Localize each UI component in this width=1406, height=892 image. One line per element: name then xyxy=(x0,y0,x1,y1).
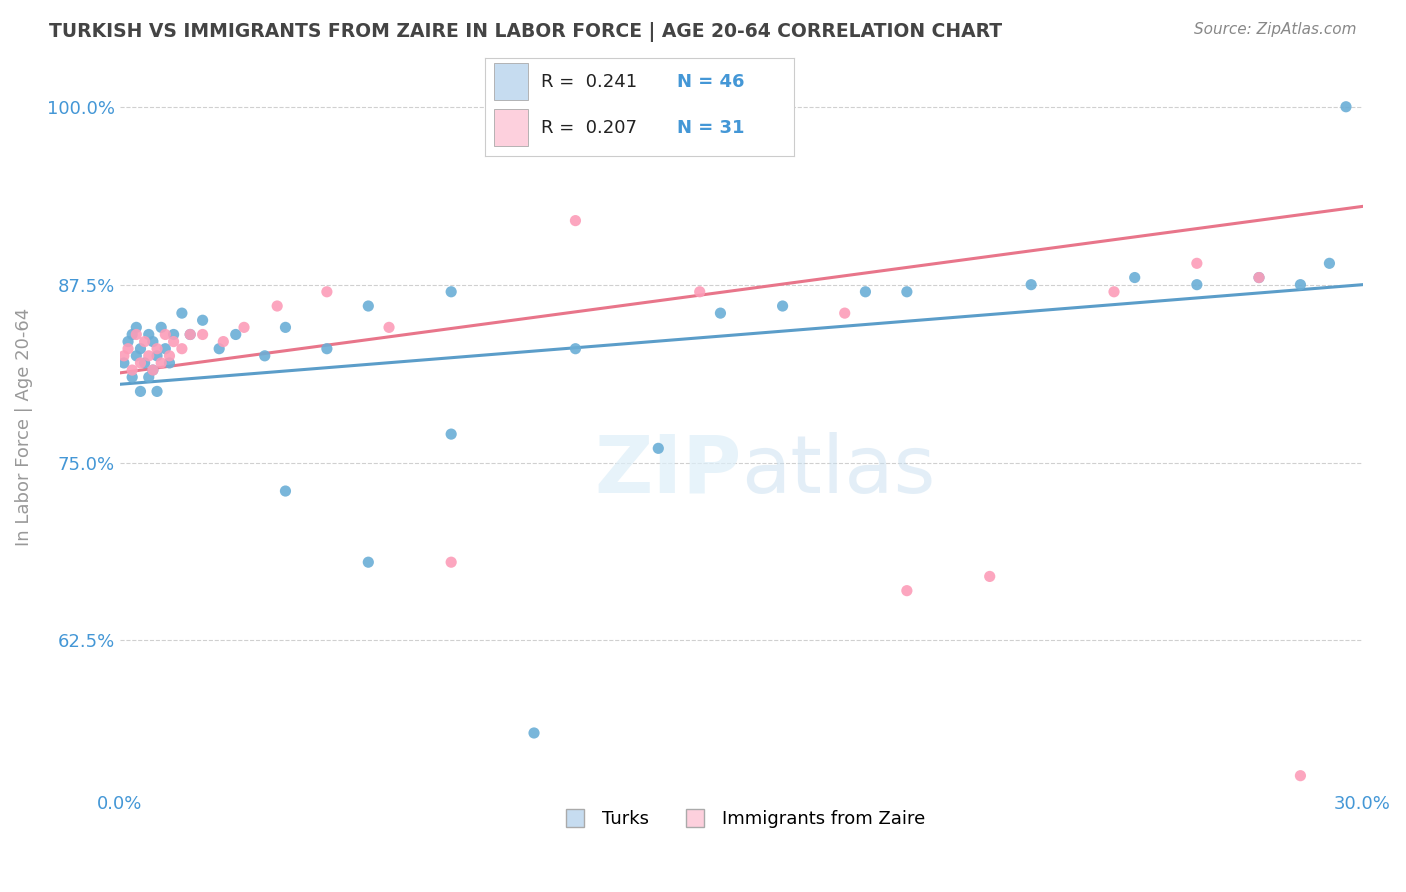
Point xyxy=(138,370,160,384)
Point xyxy=(179,327,201,342)
Text: N = 31: N = 31 xyxy=(676,119,744,136)
Point xyxy=(150,320,173,334)
Point xyxy=(146,342,169,356)
Point xyxy=(191,327,214,342)
Point xyxy=(117,334,139,349)
Text: atlas: atlas xyxy=(741,432,935,509)
Point xyxy=(233,320,256,334)
Point xyxy=(647,442,669,456)
Point xyxy=(1019,277,1042,292)
Point xyxy=(170,342,193,356)
Point xyxy=(1247,270,1270,285)
Point xyxy=(112,349,135,363)
Point xyxy=(834,306,856,320)
Point xyxy=(155,327,177,342)
Text: ZIP: ZIP xyxy=(593,432,741,509)
Point xyxy=(134,334,156,349)
Point xyxy=(146,384,169,399)
Point xyxy=(170,306,193,320)
Legend: Turks, Immigrants from Zaire: Turks, Immigrants from Zaire xyxy=(550,803,932,835)
Point xyxy=(142,363,165,377)
Point xyxy=(440,285,463,299)
Point xyxy=(150,356,173,370)
Point xyxy=(1334,100,1357,114)
Point xyxy=(129,384,152,399)
Point xyxy=(274,320,297,334)
Point xyxy=(357,299,380,313)
Point xyxy=(274,483,297,498)
Point xyxy=(1319,256,1341,270)
Text: Source: ZipAtlas.com: Source: ZipAtlas.com xyxy=(1194,22,1357,37)
Point xyxy=(315,342,337,356)
Point xyxy=(896,285,918,299)
Text: TURKISH VS IMMIGRANTS FROM ZAIRE IN LABOR FORCE | AGE 20-64 CORRELATION CHART: TURKISH VS IMMIGRANTS FROM ZAIRE IN LABO… xyxy=(49,22,1002,42)
Text: R =  0.241: R = 0.241 xyxy=(541,72,637,90)
Point xyxy=(979,569,1001,583)
Point xyxy=(1102,285,1125,299)
Point xyxy=(162,334,184,349)
Text: N = 46: N = 46 xyxy=(676,72,744,90)
Point xyxy=(208,342,231,356)
Point xyxy=(138,349,160,363)
Point xyxy=(523,726,546,740)
Point xyxy=(129,356,152,370)
Point xyxy=(689,285,711,299)
Point xyxy=(159,349,181,363)
Point xyxy=(134,356,156,370)
Point xyxy=(225,327,247,342)
Point xyxy=(121,370,143,384)
Point xyxy=(896,583,918,598)
Point xyxy=(1185,277,1208,292)
Point xyxy=(709,306,731,320)
Point xyxy=(440,555,463,569)
Point xyxy=(855,285,877,299)
Point xyxy=(159,356,181,370)
FancyBboxPatch shape xyxy=(495,109,529,146)
Point xyxy=(253,349,276,363)
Point xyxy=(125,320,148,334)
Y-axis label: In Labor Force | Age 20-64: In Labor Force | Age 20-64 xyxy=(15,308,32,546)
Point xyxy=(129,342,152,356)
Point xyxy=(142,334,165,349)
Point xyxy=(772,299,794,313)
Point xyxy=(162,327,184,342)
Point xyxy=(112,356,135,370)
Text: R =  0.207: R = 0.207 xyxy=(541,119,637,136)
Point xyxy=(266,299,288,313)
Point xyxy=(125,349,148,363)
Point xyxy=(440,427,463,442)
Point xyxy=(1123,270,1146,285)
Point xyxy=(564,213,586,227)
Point xyxy=(142,363,165,377)
Point xyxy=(1247,270,1270,285)
Point xyxy=(315,285,337,299)
Point xyxy=(155,342,177,356)
Point xyxy=(138,327,160,342)
Point xyxy=(121,363,143,377)
Point xyxy=(1289,277,1312,292)
Point xyxy=(564,342,586,356)
Point xyxy=(117,342,139,356)
Point xyxy=(191,313,214,327)
Point xyxy=(357,555,380,569)
Point xyxy=(378,320,401,334)
Point xyxy=(1185,256,1208,270)
Point xyxy=(212,334,235,349)
Point xyxy=(1289,769,1312,783)
Point xyxy=(125,327,148,342)
FancyBboxPatch shape xyxy=(495,62,529,100)
Point xyxy=(146,349,169,363)
Point xyxy=(121,327,143,342)
Point xyxy=(179,327,201,342)
